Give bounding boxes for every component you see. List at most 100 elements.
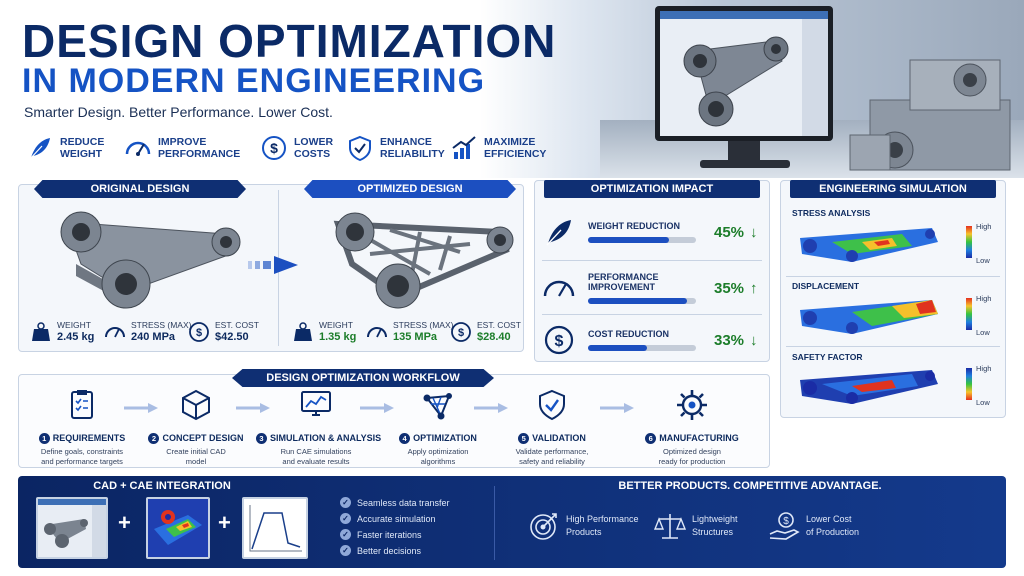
arrow-right-icon	[124, 403, 158, 413]
optimized-design-title: OPTIMIZED DESIGN	[304, 180, 516, 198]
gauge-icon	[125, 141, 151, 156]
check-item: ✓ Faster iterations	[340, 529, 422, 540]
check-icon: ✓	[340, 529, 351, 540]
chart-thumbnail	[242, 497, 308, 559]
cad-monitor	[655, 6, 833, 141]
benefit-reduce-weight: REDUCE WEIGHT	[26, 133, 144, 163]
sim-displacement-label: DISPLACEMENT	[792, 281, 860, 291]
advantage-high-performance: High Performance Products	[528, 510, 639, 542]
original-design-title: ORIGINAL DESIGN	[34, 180, 246, 198]
gauge-icon	[367, 327, 387, 338]
safety-legend	[966, 368, 972, 400]
cad-thumbnail	[36, 497, 108, 559]
cube-icon	[182, 389, 210, 421]
cae-thumbnail	[146, 497, 210, 559]
arrow-right-icon	[600, 403, 634, 413]
page-title: DESIGN OPTIMIZATION	[22, 15, 557, 67]
impact-row-cost: $ COST REDUCTION 33% ↓	[542, 314, 780, 366]
arrow-right-icon	[474, 403, 508, 413]
check-item: ✓ Better decisions	[340, 545, 421, 556]
optimized-weight-metric: WEIGHT 1.35 kg	[292, 320, 356, 344]
growth-chart-icon	[452, 136, 476, 159]
monitor-stand	[728, 141, 760, 161]
transform-arrow-icon	[248, 256, 298, 274]
page-subtitle: Smarter Design. Better Performance. Lowe…	[24, 104, 333, 120]
metal-parts-image	[849, 59, 1011, 171]
benefit-maximize-efficiency: MAXIMIZE EFFICIENCY	[450, 133, 568, 163]
arrow-down-icon: ↓	[750, 223, 758, 241]
svg-text:$: $	[783, 516, 789, 527]
plus-icon: +	[118, 510, 131, 535]
monitor-chart-icon	[301, 391, 331, 416]
sim-safety-label: SAFETY FACTOR	[792, 352, 863, 362]
check-item: ✓ Seamless data transfer	[340, 497, 450, 508]
gauge-icon	[543, 280, 575, 297]
shield-check-icon	[349, 135, 371, 162]
plus-icon: +	[218, 510, 231, 535]
impact-row-weight: WEIGHT REDUCTION 45% ↓	[542, 206, 780, 258]
impact-value-performance: 35%	[714, 279, 745, 297]
weight-icon	[294, 322, 312, 341]
advantage-title: BETTER PRODUCTS. COMPETITIVE ADVANTAGE.	[618, 480, 882, 492]
check-icon: ✓	[340, 545, 351, 556]
svg-text:$: $	[270, 140, 278, 156]
original-part-image	[60, 211, 241, 309]
lattice-icon	[423, 393, 452, 420]
impact-bar-cost	[588, 345, 648, 351]
impact-value-weight: 45%	[714, 223, 745, 241]
advantage-lightweight: Lightweight Structures	[654, 510, 738, 542]
original-cost-metric: $ EST. COST $42.50	[188, 320, 259, 344]
sim-stress-label: STRESS ANALYSIS	[792, 208, 871, 218]
page-title-line2: IN MODERN ENGINEERING	[22, 62, 486, 100]
arrow-down-icon: ↓	[750, 331, 758, 349]
impact-row-performance: PERFORMANCE IMPROVEMENT 35% ↑	[542, 262, 780, 314]
impact-bar-weight	[588, 237, 669, 243]
arrow-right-icon	[360, 403, 394, 413]
original-stress-metric: STRESS (MAX) 240 MPa	[104, 320, 191, 344]
displacement-heatmap-image	[800, 300, 938, 334]
cad-part-image	[683, 36, 789, 127]
dollar-icon: $	[544, 325, 574, 355]
workflow-step-concept: 2 CONCEPT DESIGN Create initial CAD model	[136, 388, 256, 467]
workflow-title: DESIGN OPTIMIZATION WORKFLOW	[232, 369, 494, 387]
checklist-icon	[71, 390, 93, 419]
original-weight-metric: WEIGHT 2.45 kg	[30, 320, 94, 344]
hand-dollar-icon: $	[769, 512, 800, 540]
monitor-base	[700, 160, 790, 168]
check-icon: ✓	[340, 513, 351, 524]
workflow-step-manufacturing: 6 MANUFACTURING Optimized design ready fo…	[632, 388, 752, 467]
balance-icon	[654, 514, 686, 539]
workflow-panel	[18, 374, 770, 468]
target-icon	[530, 513, 557, 540]
optimized-part-image	[333, 212, 514, 309]
weight-icon	[32, 322, 50, 341]
workflow-step-requirements: 1 REQUIREMENTS Define goals, constraints …	[22, 388, 142, 467]
workflow-step-validation: 5 VALIDATION Validate performance, safety…	[492, 388, 612, 467]
gauge-icon	[105, 327, 125, 338]
check-item: ✓ Accurate simulation	[340, 513, 436, 524]
safety-heatmap-image	[800, 370, 938, 404]
dollar-icon: $	[451, 322, 471, 342]
simulation-title: ENGINEERING SIMULATION	[790, 180, 996, 198]
svg-text:$: $	[555, 333, 564, 350]
feather-icon	[29, 138, 50, 160]
feather-icon	[546, 220, 571, 246]
benefit-enhance-reliability: ENHANCE RELIABILITY	[346, 133, 464, 163]
stress-legend	[966, 226, 972, 258]
cad-screen	[660, 11, 828, 136]
optimized-stress-metric: STRESS (MAX) 135 MPa	[366, 320, 453, 344]
optimized-cost-metric: $ EST. COST $28.40	[450, 320, 521, 344]
advantage-lower-cost: $ Lower Cost of Production	[768, 510, 859, 542]
integration-title: CAD + CAE INTEGRATION	[93, 480, 231, 492]
displacement-legend	[966, 298, 972, 330]
arrow-up-icon: ↑	[750, 279, 758, 297]
check-icon: ✓	[340, 497, 351, 508]
impact-value-cost: 33%	[714, 331, 745, 349]
dollar-icon: $	[262, 136, 286, 160]
stress-heatmap-image	[800, 228, 938, 262]
gear-icon	[677, 390, 707, 420]
impact-bar-performance	[588, 298, 688, 304]
impact-title: OPTIMIZATION IMPACT	[544, 180, 760, 198]
svg-text:$: $	[196, 327, 202, 339]
workflow-step-optimization: 4 OPTIMIZATION Apply optimization algorit…	[378, 388, 498, 467]
